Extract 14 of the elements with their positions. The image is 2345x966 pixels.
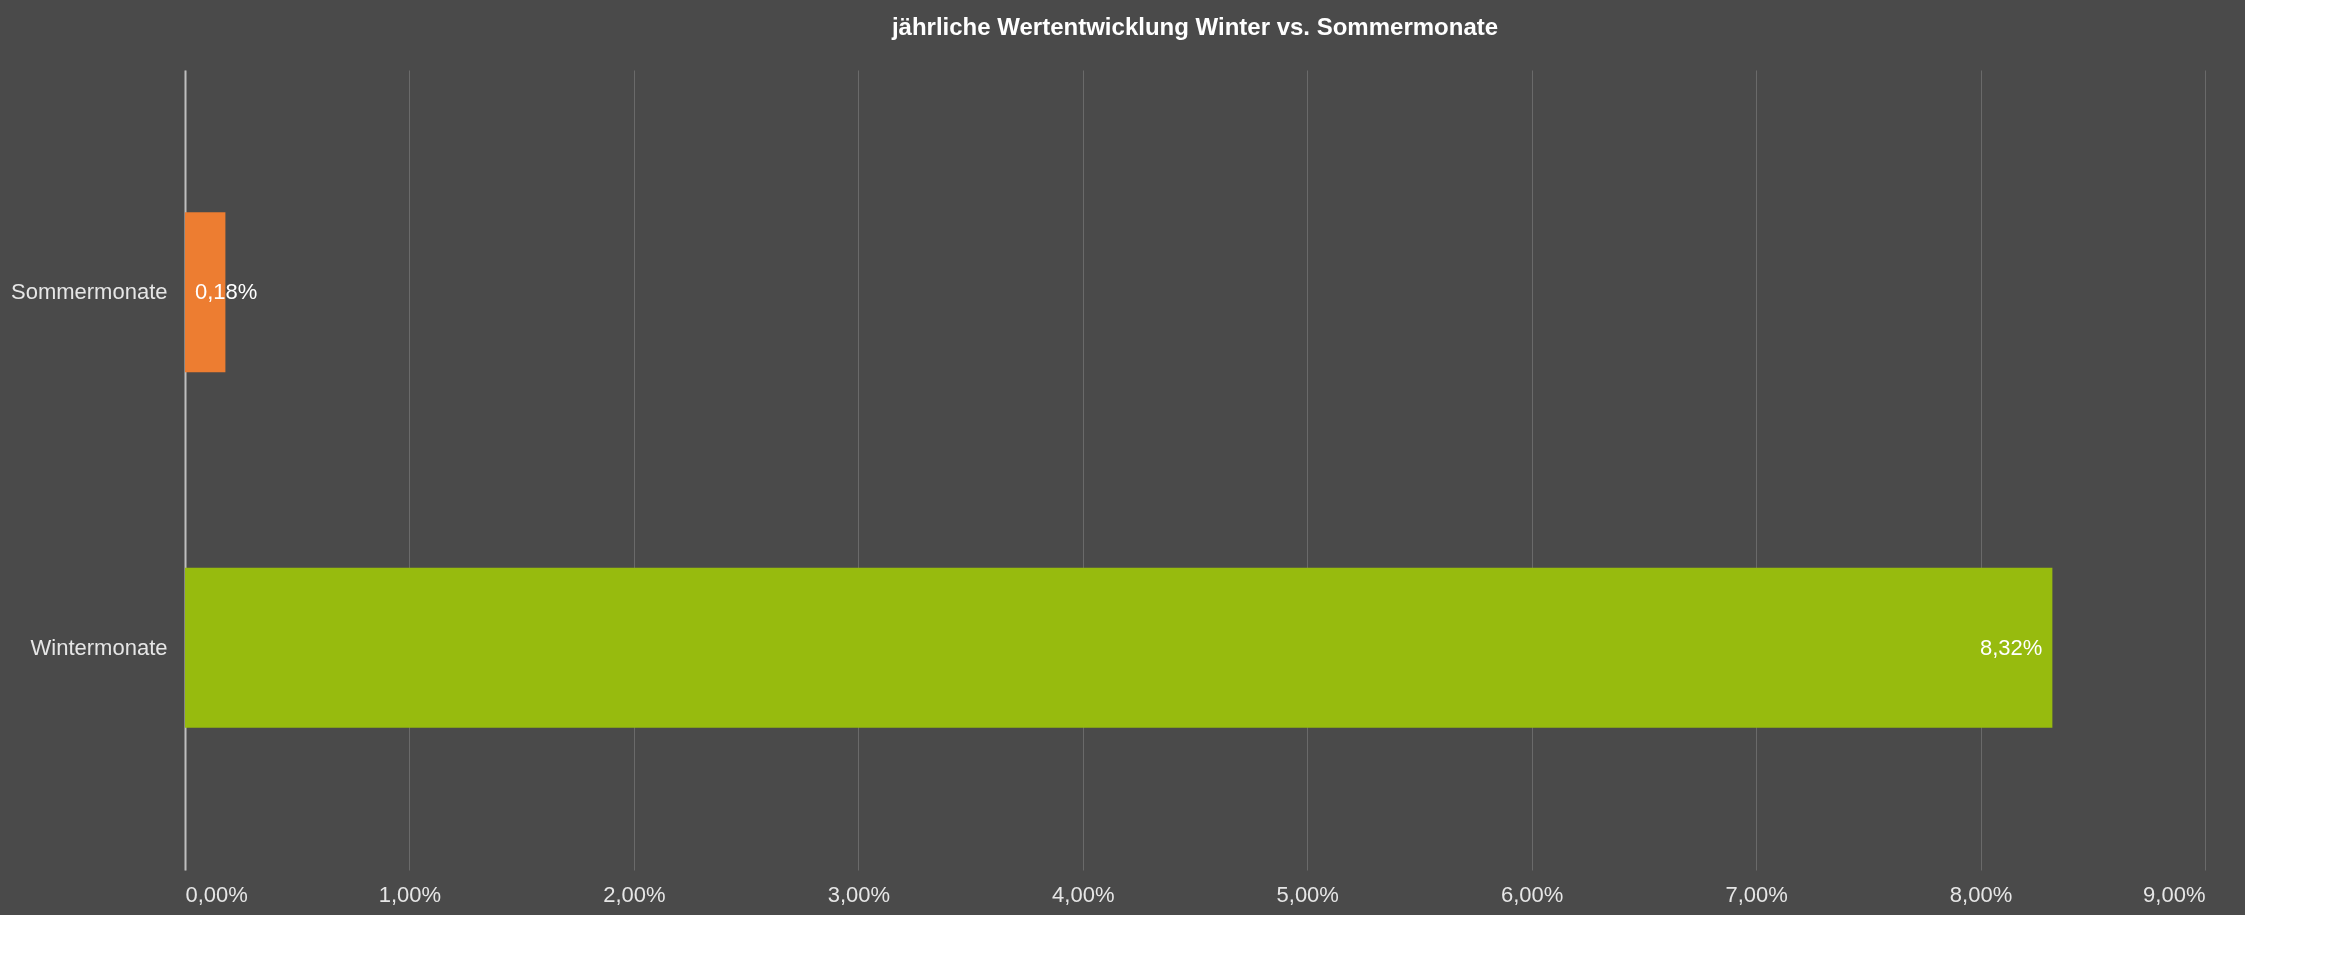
x-tick-label: 5,00% [1276, 881, 1339, 907]
x-tick-label: 9,00% [2143, 881, 2206, 907]
x-tick-label: 1,00% [378, 881, 442, 907]
x-tick-label: 6,00% [1500, 881, 1564, 907]
x-tick-label: 0,00% [185, 881, 248, 907]
chart-title: jährliche Wertentwicklung Winter vs. Sommermonate [890, 13, 1499, 40]
x-tick-label: 2,00% [603, 881, 666, 907]
y-tick-label: Wintermonate [30, 634, 168, 660]
y-tick-label: Sommermonate [10, 279, 168, 305]
data-label: 8,32% [1979, 634, 2043, 660]
x-tick-label: 7,00% [1725, 881, 1788, 907]
x-tick-label: 8,00% [1949, 881, 2013, 907]
x-tick-label: 4,00% [1052, 881, 1115, 907]
x-tick-label: 3,00% [827, 881, 891, 907]
